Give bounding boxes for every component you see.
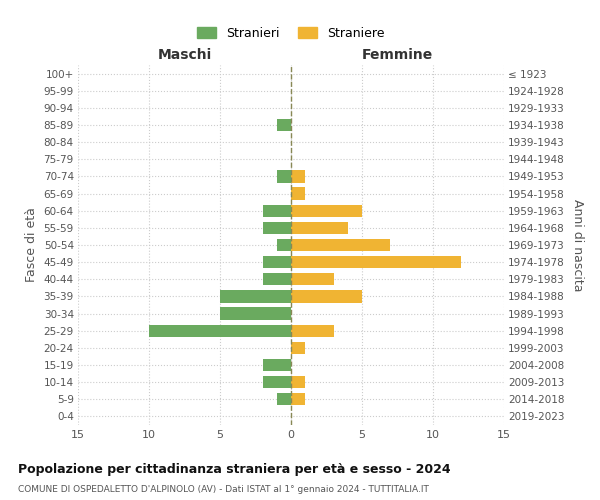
- Bar: [291, 222, 348, 234]
- Bar: [220, 290, 291, 302]
- Bar: [291, 256, 461, 268]
- Bar: [277, 393, 291, 406]
- Text: Maschi: Maschi: [157, 48, 212, 62]
- Bar: [291, 273, 334, 285]
- Bar: [291, 188, 305, 200]
- Bar: [277, 170, 291, 182]
- Bar: [291, 290, 362, 302]
- Bar: [220, 308, 291, 320]
- Bar: [277, 119, 291, 131]
- Legend: Stranieri, Straniere: Stranieri, Straniere: [191, 21, 391, 46]
- Bar: [291, 170, 305, 182]
- Y-axis label: Fasce di età: Fasce di età: [25, 208, 38, 282]
- Bar: [263, 222, 291, 234]
- Bar: [291, 376, 305, 388]
- Bar: [291, 393, 305, 406]
- Bar: [263, 204, 291, 217]
- Bar: [263, 376, 291, 388]
- Text: Femmine: Femmine: [362, 48, 433, 62]
- Text: Popolazione per cittadinanza straniera per età e sesso - 2024: Popolazione per cittadinanza straniera p…: [18, 462, 451, 475]
- Bar: [291, 324, 334, 337]
- Bar: [263, 256, 291, 268]
- Text: COMUNE DI OSPEDALETTO D'ALPINOLO (AV) - Dati ISTAT al 1° gennaio 2024 - TUTTITAL: COMUNE DI OSPEDALETTO D'ALPINOLO (AV) - …: [18, 485, 429, 494]
- Bar: [291, 204, 362, 217]
- Y-axis label: Anni di nascita: Anni di nascita: [571, 198, 584, 291]
- Bar: [277, 239, 291, 251]
- Bar: [291, 239, 391, 251]
- Bar: [263, 359, 291, 371]
- Bar: [149, 324, 291, 337]
- Bar: [291, 342, 305, 354]
- Bar: [263, 273, 291, 285]
